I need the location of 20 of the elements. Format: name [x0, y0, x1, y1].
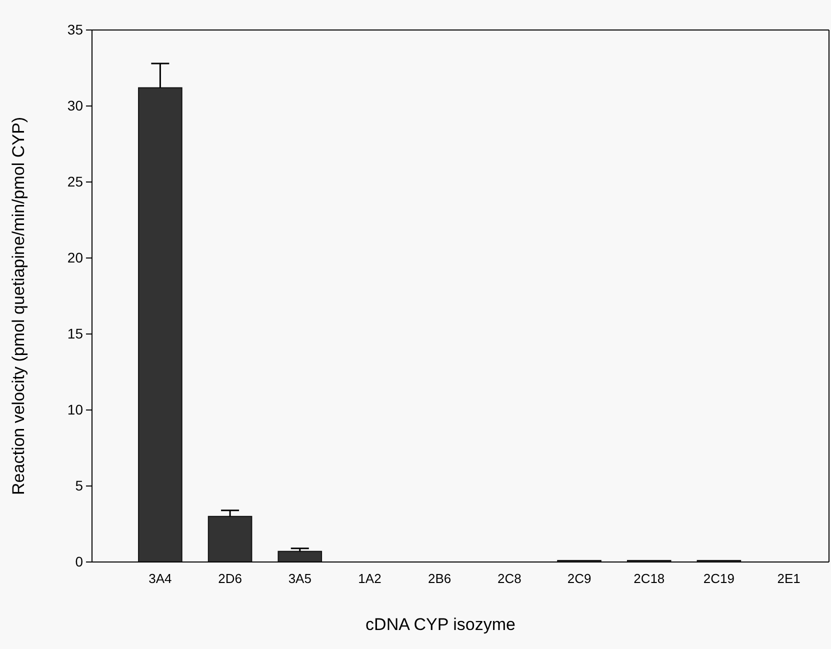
x-tick-label: 2B6	[428, 571, 452, 586]
y-tick-label: 15	[67, 325, 84, 342]
y-tick-label: 0	[75, 553, 84, 570]
x-tick-label: 1A2	[358, 571, 382, 586]
y-tick-label: 30	[67, 97, 84, 114]
x-axis-title: cDNA CYP isozyme	[366, 615, 516, 634]
x-tick-label: 2C9	[567, 571, 592, 586]
x-tick-label: 2E1	[777, 571, 800, 586]
x-tick-label: 3A4	[148, 571, 172, 586]
y-tick-label: 35	[67, 21, 84, 38]
x-tick-label: 2D6	[218, 571, 242, 586]
y-tick-label: 25	[67, 173, 84, 190]
x-tick-label: 2C18	[634, 571, 665, 586]
x-tick-label: 2C8	[497, 571, 522, 586]
y-tick-label: 10	[67, 401, 84, 418]
x-tick-label: 2C19	[703, 571, 734, 586]
y-axis-title: Reaction velocity (pmol quetiapine/min/pmol CYP)	[9, 117, 28, 495]
y-tick-label: 20	[67, 249, 84, 266]
x-tick-label: 3A5	[288, 571, 312, 586]
y-tick-label: 5	[75, 477, 84, 494]
